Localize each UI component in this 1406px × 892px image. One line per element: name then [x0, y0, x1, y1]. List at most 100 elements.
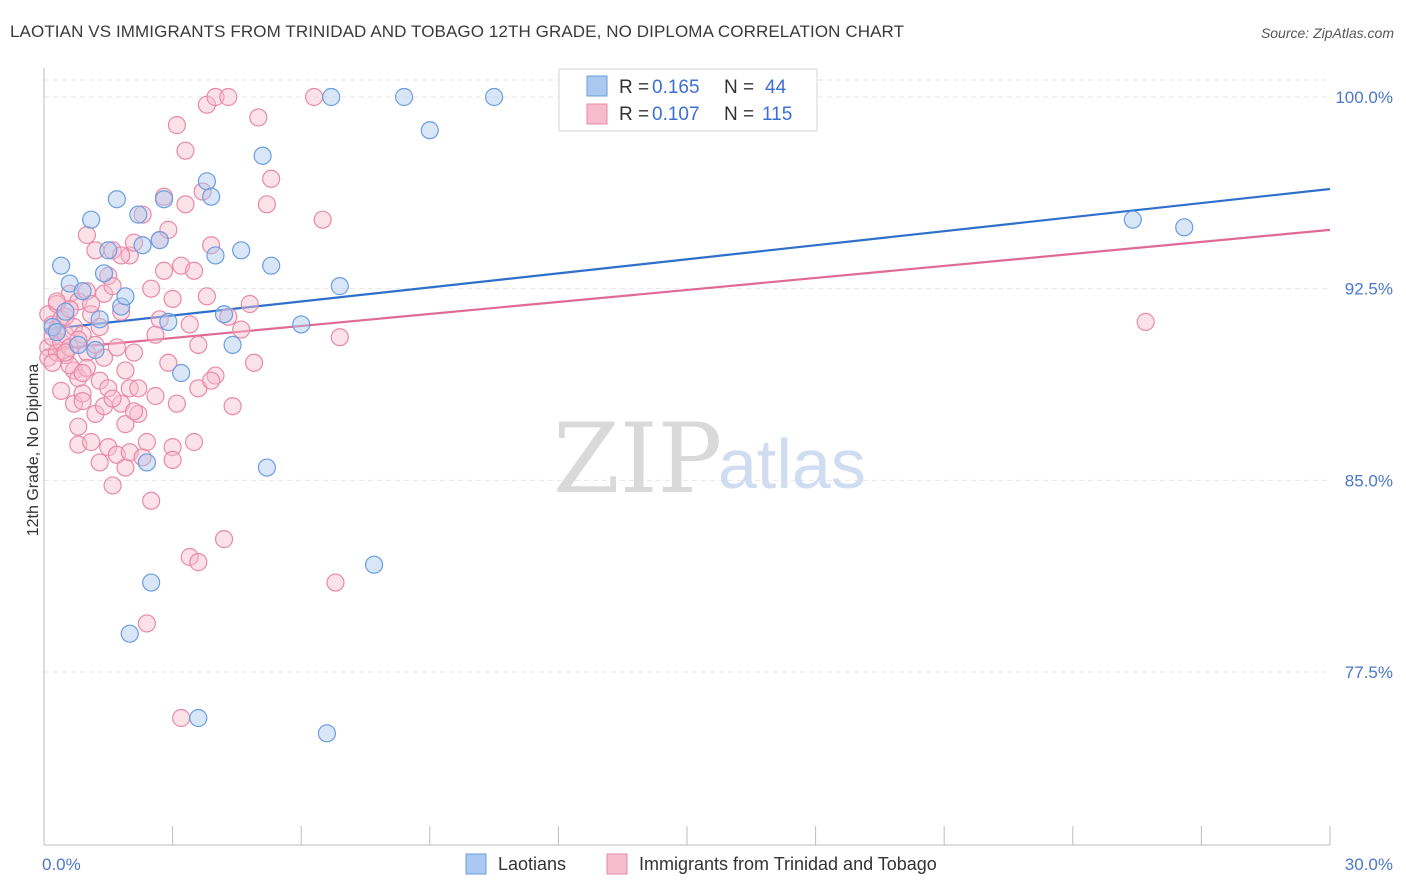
- point-trinidad-56: [133, 205, 152, 224]
- point-laotians-18: [154, 190, 174, 209]
- point-trinidad-97: [262, 169, 281, 188]
- legend-n-value-1: 44: [765, 77, 787, 98]
- point-trinidad-112: [52, 381, 71, 400]
- point-laotians-11: [116, 287, 135, 306]
- point-trinidad-104: [82, 294, 101, 314]
- point-trinidad-91: [223, 397, 242, 416]
- point-laotians-8: [99, 241, 118, 260]
- point-trinidad-38: [99, 379, 118, 398]
- point-trinidad-43: [107, 338, 126, 357]
- point-laotians-32: [317, 724, 337, 743]
- point-trinidad-23: [73, 384, 92, 403]
- point-trinidad-65: [154, 261, 174, 280]
- point-trinidad-88: [214, 530, 234, 549]
- point-laotians-14: [133, 236, 152, 255]
- watermark: ZIP atlas: [553, 403, 866, 515]
- chart-title: LAOTIAN VS IMMIGRANTS FROM TRINIDAD AND …: [10, 22, 905, 41]
- point-laotians-39: [1123, 210, 1142, 229]
- point-trinidad-42: [103, 476, 122, 495]
- point-trinidad-68: [163, 438, 182, 457]
- point-trinidad-54: [129, 379, 148, 398]
- point-trinidad-53: [124, 343, 144, 362]
- point-trinidad-80: [189, 335, 208, 354]
- point-trinidad-82: [193, 182, 212, 201]
- point-laotians-40: [1175, 218, 1194, 237]
- point-trinidad-58: [137, 432, 156, 452]
- point-trinidad-111: [1136, 312, 1155, 331]
- point-trinidad-40: [103, 241, 122, 260]
- point-laotians-15: [137, 453, 156, 472]
- point-laotians-31: [292, 315, 311, 334]
- point-laotians-3: [69, 335, 88, 354]
- watermark-zip: ZIP: [553, 403, 722, 515]
- x-tick-label-1: 30.0%: [1345, 855, 1393, 874]
- point-trinidad-71: [167, 394, 186, 413]
- point-laotians-38: [485, 87, 504, 107]
- point-trinidad-94: [244, 353, 264, 372]
- source-credit: Source: ZipAtlas.com: [1260, 25, 1394, 41]
- point-trinidad-33: [90, 317, 109, 337]
- legend-swatch-trinidad: [586, 103, 608, 125]
- point-trinidad-121: [103, 389, 122, 408]
- point-laotians-36: [394, 87, 414, 107]
- point-trinidad-79: [184, 432, 204, 452]
- x-tick-labels: 0.0% 30.0%: [42, 855, 1393, 874]
- point-laotians-9: [107, 190, 126, 209]
- point-laotians-4: [73, 282, 92, 301]
- legend-r-value-1: 0.165: [652, 77, 700, 98]
- y-tick-label-2: 85.0%: [1345, 471, 1393, 490]
- point-trinidad-93: [240, 294, 259, 314]
- bottom-legend-swatch-laotians: [465, 853, 487, 875]
- point-trinidad-28: [82, 305, 101, 324]
- point-trinidad-100: [330, 328, 349, 347]
- point-trinidad-78: [184, 261, 204, 280]
- point-trinidad-84: [197, 287, 216, 306]
- y-tick-label-1: 92.5%: [1345, 280, 1393, 299]
- point-trinidad-113: [73, 363, 92, 383]
- point-laotians-43: [86, 340, 105, 360]
- point-laotians-29: [257, 458, 277, 477]
- point-laotians-1: [52, 256, 71, 275]
- point-trinidad-86: [206, 87, 225, 107]
- point-laotians-37: [420, 121, 439, 140]
- point-laotians-35: [364, 555, 384, 574]
- point-laotians-10: [112, 297, 131, 316]
- point-laotians-25: [214, 305, 234, 324]
- point-trinidad-106: [116, 361, 135, 380]
- point-trinidad-76: [180, 315, 199, 334]
- point-trinidad-77: [180, 547, 199, 567]
- point-trinidad-92: [232, 320, 251, 339]
- point-laotians-22: [197, 172, 216, 191]
- y-tick-label-3: 77.5%: [1345, 663, 1393, 682]
- point-trinidad-98: [304, 87, 324, 107]
- point-trinidad-107: [189, 553, 208, 572]
- point-trinidad-67: [159, 353, 178, 372]
- point-trinidad-90: [219, 87, 238, 107]
- y-tick-labels: 100.0% 92.5% 85.0% 77.5%: [1335, 88, 1393, 682]
- point-trinidad-115: [163, 289, 182, 308]
- point-laotians-6: [90, 310, 109, 329]
- data-points: [39, 87, 1194, 743]
- point-trinidad-59: [137, 614, 156, 633]
- gridlines: [44, 79, 1330, 673]
- point-laotians-41: [47, 323, 66, 342]
- point-trinidad-96: [257, 195, 277, 214]
- y-tick-label-0: 100.0%: [1335, 88, 1393, 107]
- point-laotians-30: [262, 256, 281, 275]
- point-trinidad-70: [167, 116, 186, 135]
- legend-swatch-laotians: [586, 75, 608, 97]
- point-trinidad-99: [313, 210, 332, 229]
- trend-line-0: [43, 187, 1331, 331]
- point-laotians-34: [330, 277, 349, 296]
- point-laotians-13: [129, 205, 148, 224]
- point-trinidad-85: [202, 236, 221, 255]
- point-trinidad-24: [73, 392, 92, 411]
- point-trinidad-73: [172, 708, 191, 728]
- bottom-legend-label-laotians: Laotians: [498, 854, 566, 874]
- point-trinidad-114: [124, 402, 144, 421]
- point-trinidad-29: [82, 432, 101, 452]
- point-trinidad-74: [176, 141, 195, 160]
- point-trinidad-48: [116, 458, 135, 477]
- point-trinidad-101: [326, 573, 345, 592]
